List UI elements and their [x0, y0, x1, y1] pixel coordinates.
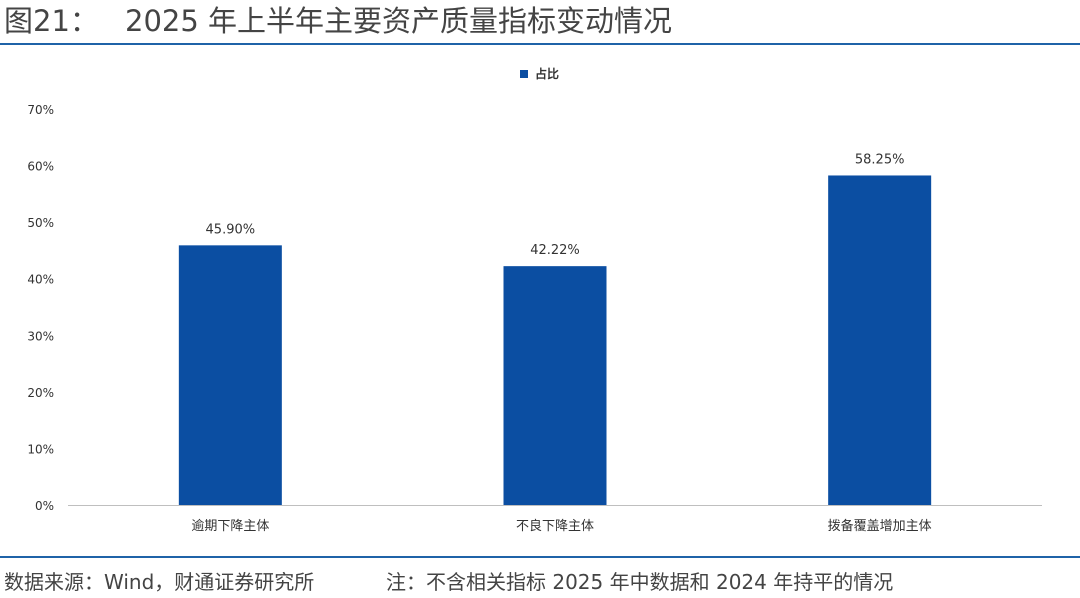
y-tick-label: 30% [27, 329, 54, 343]
x-tick-label: 逾期下降主体 [191, 519, 269, 534]
bar [828, 175, 932, 505]
y-tick-label: 60% [27, 160, 54, 174]
data-label: 42.22% [530, 243, 580, 258]
legend: 占比 [520, 66, 559, 81]
note-text: 注：不含相关指标 2025 年中数据和 2024 年持平的情况 [386, 570, 894, 594]
chart-area: 占比 0% 10% 20% 30% 40% 50% 60% 70% 45.90% 42.22% 5… [0, 46, 1080, 554]
y-tick-label: 70% [27, 103, 54, 117]
bar [503, 266, 607, 505]
x-axis: 逾期下降主体 不良下降主体 拨备覆盖增加主体 [68, 505, 1042, 534]
y-tick-label: 20% [27, 386, 54, 400]
bar [178, 245, 282, 505]
data-label: 58.25% [855, 152, 905, 167]
bottom-divider [0, 556, 1080, 558]
y-axis: 0% 10% 20% 30% 40% 50% 60% 70% [27, 103, 54, 513]
source-text: 数据来源：Wind，财通证券研究所 [4, 570, 315, 594]
x-tick-label: 拨备覆盖增加主体 [828, 518, 932, 534]
legend-label: 占比 [535, 66, 559, 81]
chart-title: 2025 年上半年主要资产质量指标变动情况 [125, 4, 673, 38]
y-tick-label: 0% [35, 499, 54, 513]
bar-chart: 占比 0% 10% 20% 30% 40% 50% 60% 70% 45.90% 42.22% 5… [27, 66, 1042, 534]
header: 图21： 2025 年上半年主要资产质量指标变动情况 [0, 0, 1080, 44]
data-label: 45.90% [206, 222, 256, 237]
footer: 数据来源：Wind，财通证券研究所 注：不含相关指标 2025 年中数据和 20… [0, 562, 1080, 596]
top-divider [0, 43, 1080, 45]
bars: 45.90% 42.22% 58.25% [178, 152, 932, 505]
y-tick-label: 10% [27, 442, 54, 456]
figure-label: 图21： [4, 4, 99, 38]
x-tick-label: 不良下降主体 [516, 518, 594, 534]
y-tick-label: 40% [27, 273, 54, 287]
y-tick-label: 50% [27, 216, 54, 230]
legend-swatch [520, 70, 528, 78]
